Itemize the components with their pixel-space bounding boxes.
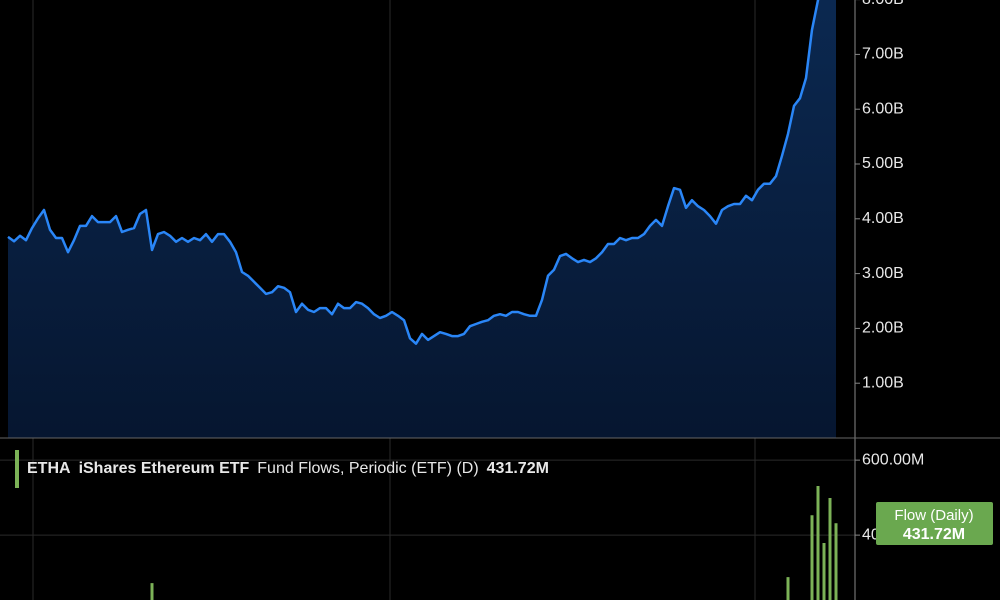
area	[8, 0, 836, 438]
legend-value: 431.72M	[487, 460, 549, 477]
bar	[834, 523, 838, 600]
legend-marker	[15, 450, 19, 488]
bar	[150, 583, 154, 600]
bar	[828, 498, 832, 600]
bar	[786, 577, 790, 600]
y-tick-label: 6.00B	[862, 100, 904, 117]
fund-name: iShares Ethereum ETF	[79, 460, 250, 477]
y-tick-label: 7.00B	[862, 46, 904, 63]
ticker: ETHA	[27, 460, 71, 477]
y-tick-label: 2.00B	[862, 320, 904, 337]
tag-box	[876, 502, 993, 545]
y-tick-label: 5.00B	[862, 155, 904, 172]
axis-labels: 1.00B 2.00B 3.00B 4.00B 5.00B 6.00B 7.00B 8.00B…	[855, 0, 924, 543]
y-tick-label: 3.00B	[862, 265, 904, 282]
line	[7, 0, 820, 345]
bar	[810, 515, 814, 600]
last-value-tag: Flow (Daily) 431.72M	[876, 502, 993, 545]
lower-panel	[0, 459, 855, 600]
tag-name: Flow (Daily)	[894, 507, 973, 524]
upper-panel	[7, 0, 836, 438]
study-name: Fund Flows, Periodic (ETF) (D)	[257, 460, 478, 477]
y-tick-label: 4.00B	[862, 210, 904, 227]
tag-value: 431.72M	[903, 526, 965, 543]
legend: ETHA iShares Ethereum ETF Fund Flows, Peri…	[27, 460, 549, 477]
y-tick-label: 1.00B	[862, 374, 904, 391]
y-tick-label: 8.00B	[862, 0, 904, 8]
bar	[822, 543, 826, 600]
bar	[816, 486, 820, 600]
y-tick-label: 600.00M	[862, 451, 924, 468]
